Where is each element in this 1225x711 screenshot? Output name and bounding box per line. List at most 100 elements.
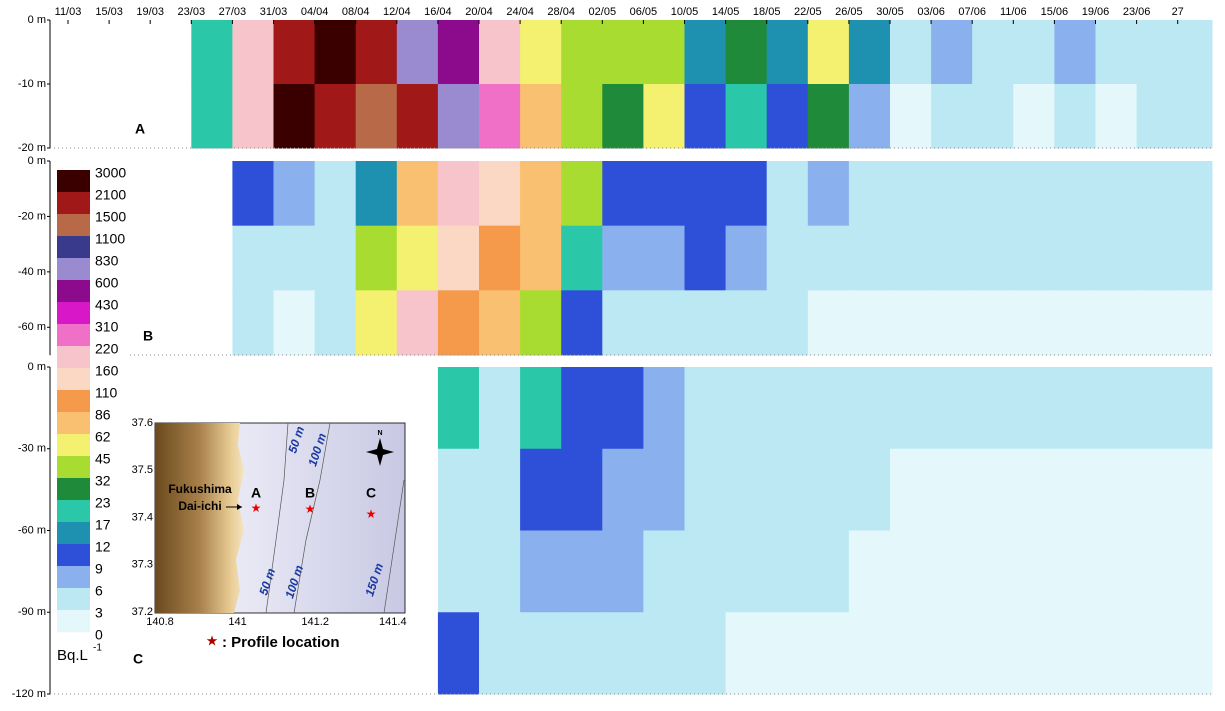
colorbar-band xyxy=(57,280,90,303)
isobath xyxy=(265,422,289,614)
heat-cell xyxy=(931,161,973,227)
colorbar-label: 3 xyxy=(95,605,103,621)
heat-cell xyxy=(479,612,521,695)
heat-cell xyxy=(1136,612,1179,695)
heat-cell xyxy=(314,161,357,227)
colorbar-unit: Bq.L xyxy=(57,647,88,664)
heat-cell xyxy=(520,448,562,531)
heat-cell xyxy=(314,225,357,291)
heat-cell xyxy=(1177,367,1213,450)
x-tick-label: 11/03 xyxy=(55,6,82,18)
heat-cell xyxy=(1177,225,1213,291)
heat-cell xyxy=(807,225,850,291)
arrow-head xyxy=(237,504,242,510)
heat-cell xyxy=(355,161,398,227)
x-tick-label: 18/05 xyxy=(753,6,781,18)
heat-cell xyxy=(972,290,1014,356)
heat-cell xyxy=(479,448,521,531)
heat-cell xyxy=(890,225,932,291)
x-tick-label: 27/03 xyxy=(219,6,247,18)
colorbar-band xyxy=(57,478,90,501)
heat-cell xyxy=(232,225,274,291)
colorbar-label: 62 xyxy=(95,429,111,445)
station-label: C xyxy=(366,485,376,501)
colorbar-label: 3000 xyxy=(95,165,126,181)
heat-cell xyxy=(725,367,768,450)
y-tick-label: -60 m xyxy=(18,524,46,536)
heat-cell xyxy=(1054,290,1096,356)
heat-cell xyxy=(890,367,932,450)
heat-cell xyxy=(232,290,274,356)
heat-cell xyxy=(972,225,1014,291)
heat-cell xyxy=(396,161,439,227)
heat-cell xyxy=(1054,225,1096,291)
heat-cell xyxy=(807,20,850,85)
heat-cell xyxy=(479,367,521,450)
heat-cell xyxy=(1177,20,1213,85)
colorbar-label: 430 xyxy=(95,297,119,313)
heat-cell xyxy=(1054,530,1096,613)
x-tick-label: 20/04 xyxy=(465,6,493,18)
heat-cell xyxy=(1054,84,1096,149)
heat-cell xyxy=(1013,225,1055,291)
heat-cell xyxy=(766,367,809,450)
heat-cell xyxy=(437,367,480,450)
heat-cell xyxy=(807,448,850,531)
heat-cell xyxy=(725,448,768,531)
heat-cell xyxy=(972,448,1014,531)
heat-cell xyxy=(479,225,521,291)
panel-label: C xyxy=(133,651,143,667)
heat-cell xyxy=(273,84,316,149)
heat-cell xyxy=(355,225,398,291)
colorbar-label: 17 xyxy=(95,517,111,533)
colorbar-label: 1500 xyxy=(95,209,126,225)
panel-label: A xyxy=(135,121,145,137)
x-tick-label: 15/06 xyxy=(1041,6,1069,18)
heat-cell xyxy=(1136,225,1179,291)
heat-cell xyxy=(479,84,521,149)
heat-cell xyxy=(437,612,480,695)
x-tick-label: 03/06 xyxy=(917,6,945,18)
heat-cell xyxy=(766,612,809,695)
colorbar-label: 12 xyxy=(95,539,111,555)
colorbar-label: 1100 xyxy=(95,231,125,247)
heat-cell xyxy=(1054,161,1096,227)
heat-cell xyxy=(807,367,850,450)
heat-cell xyxy=(1136,530,1179,613)
y-tick-label: -10 m xyxy=(18,78,46,90)
heat-cell xyxy=(643,367,685,450)
heat-cell xyxy=(643,448,685,531)
y-tick-label: 0 m xyxy=(28,14,46,26)
heat-cell xyxy=(437,84,480,149)
heat-cell xyxy=(1095,448,1138,531)
heat-cell xyxy=(437,20,480,85)
plant-label: Fukushima xyxy=(168,482,232,496)
heat-cell xyxy=(931,367,973,450)
heat-cell xyxy=(766,20,809,85)
y-tick-label: -20 m xyxy=(18,142,46,154)
y-tick-label: -20 m xyxy=(18,210,46,222)
heat-cell xyxy=(232,84,274,149)
heat-cell xyxy=(1095,612,1138,695)
heat-cell xyxy=(684,84,727,149)
heat-cell xyxy=(479,161,521,227)
heat-cell xyxy=(848,530,891,613)
heat-cell xyxy=(972,84,1014,149)
heat-cell xyxy=(848,367,891,450)
station-marker: ★ xyxy=(366,507,377,521)
colorbar-band xyxy=(57,500,90,523)
map-x-tick-label: 141.4 xyxy=(379,616,407,628)
heat-cell xyxy=(848,20,891,85)
heat-cell xyxy=(848,448,891,531)
heat-cell xyxy=(1054,367,1096,450)
heat-cell xyxy=(561,367,603,450)
x-tick-label: 02/05 xyxy=(589,6,617,18)
heat-cell xyxy=(520,20,562,85)
heat-cell xyxy=(314,290,357,356)
heat-cell xyxy=(396,225,439,291)
colorbar-band xyxy=(57,170,90,193)
map-y-tick-label: 37.4 xyxy=(132,511,153,523)
station-label: A xyxy=(251,485,261,501)
heat-cell xyxy=(273,20,316,85)
heat-cell xyxy=(643,225,685,291)
